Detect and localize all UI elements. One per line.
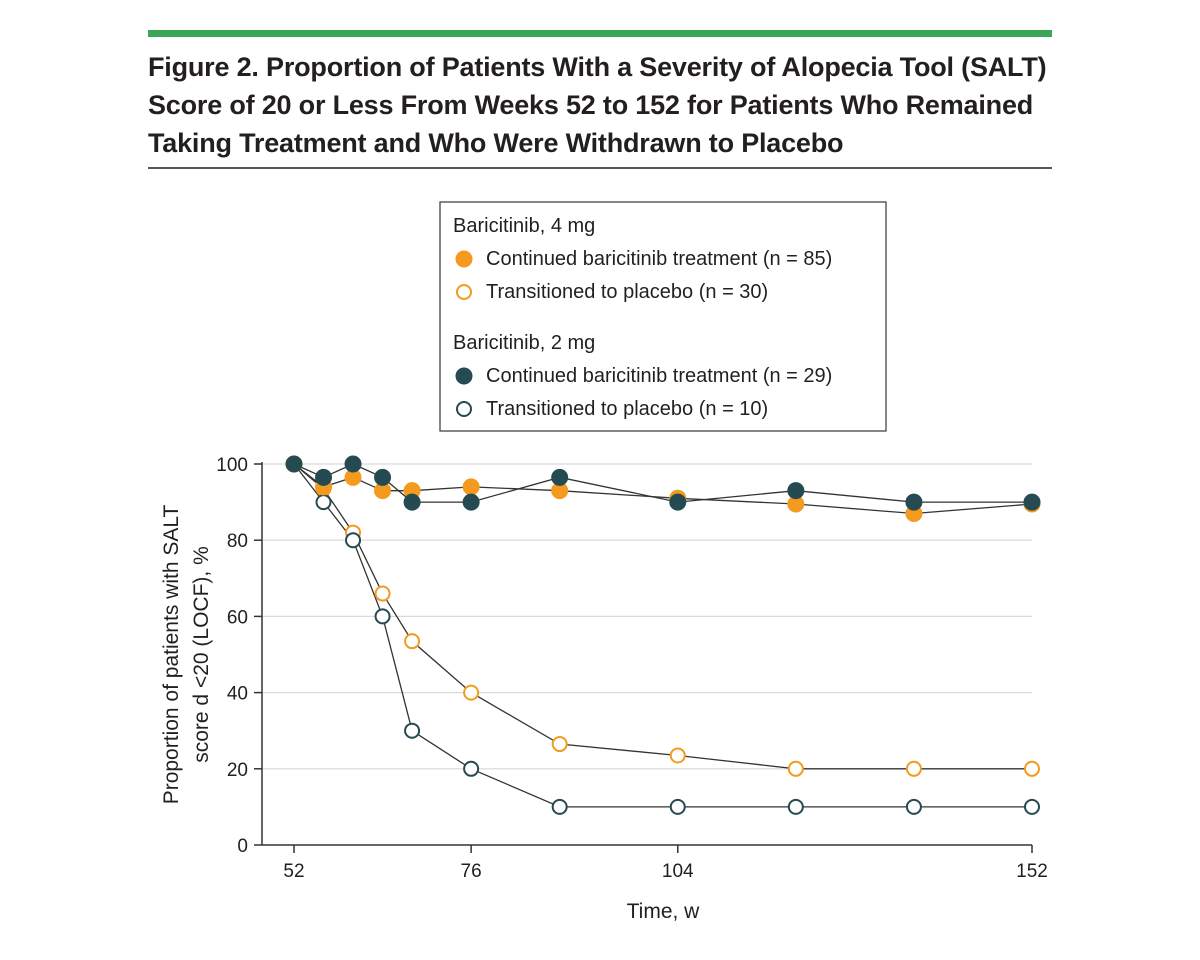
tick-label-x-152: 152	[1016, 861, 1048, 882]
y-axis-label: Proportion of patients with SALT score d …	[160, 505, 213, 805]
tick-label-y-0: 0	[237, 836, 248, 857]
series-3-point-76	[462, 493, 480, 511]
series-3-point-60	[344, 455, 362, 473]
legend-marker-2	[456, 284, 472, 300]
series-4-point-104	[669, 798, 686, 815]
series-4-point-120	[787, 798, 804, 815]
tick-label-x-52: 52	[283, 861, 304, 882]
series-2-point-64	[374, 585, 391, 602]
series-4-point-56	[315, 494, 332, 511]
series-line-3	[293, 463, 1032, 503]
series-4-point-88	[551, 798, 568, 815]
series-2-point-120	[787, 760, 804, 777]
series	[285, 455, 1041, 815]
legend-entry-2: Transitioned to placebo (n = 30)	[486, 281, 768, 303]
tick-label-x-76: 76	[461, 861, 482, 882]
series-2-point-76	[463, 684, 480, 701]
tick-label-y-20: 20	[227, 760, 248, 781]
tick-label-y-60: 60	[227, 607, 248, 628]
series-3-point-88	[551, 468, 569, 486]
tick-label-y-40: 40	[227, 684, 248, 705]
series-4-point-152	[1024, 798, 1040, 815]
legend: Baricitinib, 4 mg Continued baricitinib t…	[439, 201, 887, 432]
tick-label-y-100: 100	[216, 455, 248, 476]
series-4-point-64	[374, 608, 391, 625]
y-axis-label-line-2: score d <20 (LOCF), %	[190, 546, 213, 763]
legend-entry-4: Transitioned to placebo (n = 10)	[486, 398, 768, 420]
series-3-point-68	[403, 493, 421, 511]
series-4-point-68	[404, 722, 421, 739]
legend-marker-3	[455, 367, 473, 385]
series-2-point-152	[1024, 760, 1040, 777]
legend-marker-1	[455, 250, 473, 268]
series-3-point-120	[787, 482, 805, 500]
legend-entry-3: Continued baricitinib treatment (n = 29)	[486, 365, 832, 387]
series-3-point-52	[285, 455, 303, 473]
series-3-point-104	[669, 493, 687, 511]
series-4-point-136	[905, 798, 922, 815]
legend-marker-4	[456, 401, 472, 417]
figure-title: Figure 2. Proportion of Patients With a …	[148, 52, 1047, 158]
legend-group-title-2: Baricitinib, 2 mg	[453, 332, 595, 354]
axes	[254, 462, 1033, 853]
series-2-point-88	[551, 736, 568, 753]
tick-labels: 0 20 40 60 80 100 52 76 104 152	[216, 455, 1048, 882]
title-divider	[148, 167, 1052, 169]
series-2-point-68	[404, 633, 421, 650]
series-3-point-64	[374, 468, 392, 486]
axis-labels: Time, w Proportion of patients with SALT s…	[160, 505, 700, 923]
title-accent-rule	[148, 30, 1052, 37]
series-4-point-60	[345, 532, 362, 549]
series-4-point-76	[463, 760, 480, 777]
legend-group-title-1: Baricitinib, 4 mg	[453, 215, 595, 237]
tick-label-x-104: 104	[662, 861, 694, 882]
series-2-point-136	[905, 760, 922, 777]
legend-entry-1: Continued baricitinib treatment (n = 85)	[486, 248, 832, 270]
series-1-point-76	[462, 478, 480, 496]
series-3-point-136	[905, 493, 923, 511]
tick-label-y-80: 80	[227, 531, 248, 552]
series-3-point-56	[315, 468, 333, 486]
series-3-point-152	[1023, 493, 1041, 511]
series-2-point-104	[669, 747, 686, 764]
legend-box	[439, 201, 887, 432]
y-axis-label-line-1: Proportion of patients with SALT	[160, 505, 183, 805]
x-axis-label: Time, w	[627, 900, 701, 923]
